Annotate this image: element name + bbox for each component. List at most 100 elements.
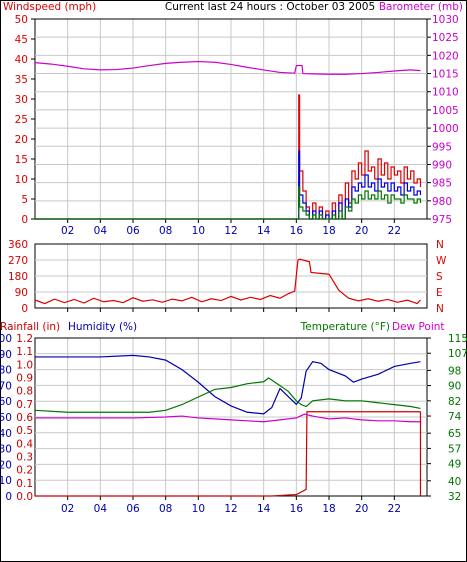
humidity-tick-label: 90 [0, 349, 12, 361]
temperature-tick-label: 82 [448, 396, 461, 408]
compass-label: E [436, 287, 443, 299]
x-tick-label: 02 [61, 225, 74, 237]
temperature-axis-title: Temperature (°F) [300, 321, 390, 333]
wind-avg-series [35, 150, 422, 220]
rainfall-tick-label: 1.0 [16, 359, 33, 371]
barometer-tick-label: 1015 [432, 69, 459, 81]
panels: 0510152025303540455097598098599099510001… [0, 14, 467, 515]
temperature-tick-label: 107 [448, 348, 467, 360]
x-tick-label: 18 [322, 225, 335, 237]
direction-tick-label: 360 [8, 239, 28, 251]
wind-max-series [35, 94, 422, 220]
direction-tick-label: 0 [21, 303, 28, 315]
rainfall-axis-title: Rainfall (in) [0, 321, 60, 333]
rainfall-tick-label: 0.1 [16, 478, 33, 490]
humidity-series [35, 354, 421, 415]
barometer-tick-label: 985 [432, 178, 452, 190]
x-tick-label: 18 [322, 503, 335, 515]
barometer-tick-label: 1000 [432, 123, 459, 135]
x-tick-label: 02 [61, 503, 74, 515]
x-tick-label: 12 [224, 225, 237, 237]
windspeed-tick-label: 15 [15, 154, 28, 166]
windspeed-tick-label: 25 [15, 114, 28, 126]
x-tick-label: 16 [290, 225, 304, 237]
compass-label: S [436, 271, 443, 283]
temperature-tick-label: 90 [448, 381, 461, 393]
windspeed-tick-label: 50 [15, 14, 28, 26]
x-tick-label: 06 [126, 225, 140, 237]
humidity-tick-label: 10 [0, 475, 12, 487]
x-tick-label: 08 [159, 503, 172, 515]
humidity-tick-label: 50 [0, 412, 12, 424]
temperature-tick-label: 49 [448, 459, 461, 471]
x-tick-label: 06 [126, 503, 140, 515]
humidity-tick-label: 70 [0, 380, 12, 392]
compass-label: W [436, 255, 447, 267]
barometer-tick-label: 990 [432, 159, 452, 171]
windspeed-tick-label: 0 [21, 214, 28, 226]
temperature-tick-label: 57 [448, 443, 461, 455]
rainfall-tick-label: 0.6 [16, 412, 33, 424]
rainfall-tick-label: 0.7 [16, 399, 33, 411]
humidity-tick-label: 80 [0, 365, 12, 377]
barometer-tick-label: 1030 [432, 14, 459, 26]
wind-min-series [35, 186, 422, 220]
temperature-tick-label: 65 [448, 428, 461, 440]
windspeed-tick-label: 40 [15, 54, 28, 66]
barometer-series [34, 60, 421, 75]
rainfall-tick-label: 0.8 [16, 386, 33, 398]
humidity-tick-label: 100 [0, 333, 12, 345]
dew-point-series [35, 413, 421, 423]
rainfall-tick-label: 0.0 [16, 491, 33, 503]
temperature-tick-label: 40 [448, 476, 461, 488]
barometer-tick-label: 975 [432, 214, 452, 226]
x-tick-label: 16 [290, 503, 304, 515]
dew-point-axis-title: Dew Point [392, 321, 445, 333]
humidity-tick-label: 40 [0, 428, 12, 440]
x-tick-label: 08 [159, 225, 172, 237]
windspeed-tick-label: 35 [15, 74, 28, 86]
windspeed-tick-label: 30 [15, 94, 28, 106]
rainfall-tick-label: 0.3 [16, 452, 33, 464]
x-tick-label: 04 [94, 503, 108, 515]
barometer-axis-title: Barometer (mb) [379, 1, 463, 13]
rainfall-tick-label: 0.5 [16, 425, 33, 437]
temperature-tick-label: 74 [448, 411, 462, 423]
x-tick-label: 22 [388, 503, 401, 515]
rainfall-tick-label: 0.2 [16, 465, 33, 477]
x-tick-label: 10 [192, 225, 205, 237]
humidity-tick-label: 30 [0, 444, 12, 456]
barometer-tick-label: 1005 [432, 105, 459, 117]
barometer-tick-label: 980 [432, 196, 452, 208]
rainfall-tick-label: 1.2 [16, 333, 33, 345]
windspeed-tick-label: 20 [15, 134, 28, 146]
rainfall-series [35, 411, 421, 497]
x-tick-label: 22 [388, 225, 401, 237]
rainfall-tick-label: 1.1 [16, 346, 33, 358]
x-tick-label: 12 [224, 503, 237, 515]
humidity-axis-title: Humidity (%) [68, 321, 137, 333]
humidity-tick-label: 60 [0, 396, 12, 408]
humidity-tick-label: 0 [5, 491, 12, 503]
compass-label: N [436, 239, 444, 251]
x-tick-label: 14 [257, 503, 271, 515]
direction-tick-label: 90 [15, 287, 28, 299]
temperature-tick-label: 115 [448, 333, 467, 345]
wind-direction-series [34, 258, 421, 305]
compass-label: N [436, 303, 444, 315]
x-tick-label: 20 [355, 225, 368, 237]
windspeed-tick-label: 5 [21, 194, 28, 206]
windspeed-tick-label: 45 [15, 34, 28, 46]
chart-title: Current last 24 hours : October 03 2005 [165, 1, 375, 13]
rainfall-tick-label: 0.4 [16, 438, 33, 450]
temperature-tick-label: 32 [448, 491, 461, 503]
x-tick-label: 20 [355, 503, 368, 515]
x-tick-label: 10 [192, 503, 205, 515]
x-tick-label: 14 [257, 225, 271, 237]
windspeed-axis-title: Windspeed (mph) [3, 1, 96, 13]
barometer-tick-label: 1010 [432, 87, 459, 99]
barometer-tick-label: 1025 [432, 32, 459, 44]
direction-tick-label: 180 [8, 271, 28, 283]
temperature-tick-label: 98 [448, 365, 461, 377]
